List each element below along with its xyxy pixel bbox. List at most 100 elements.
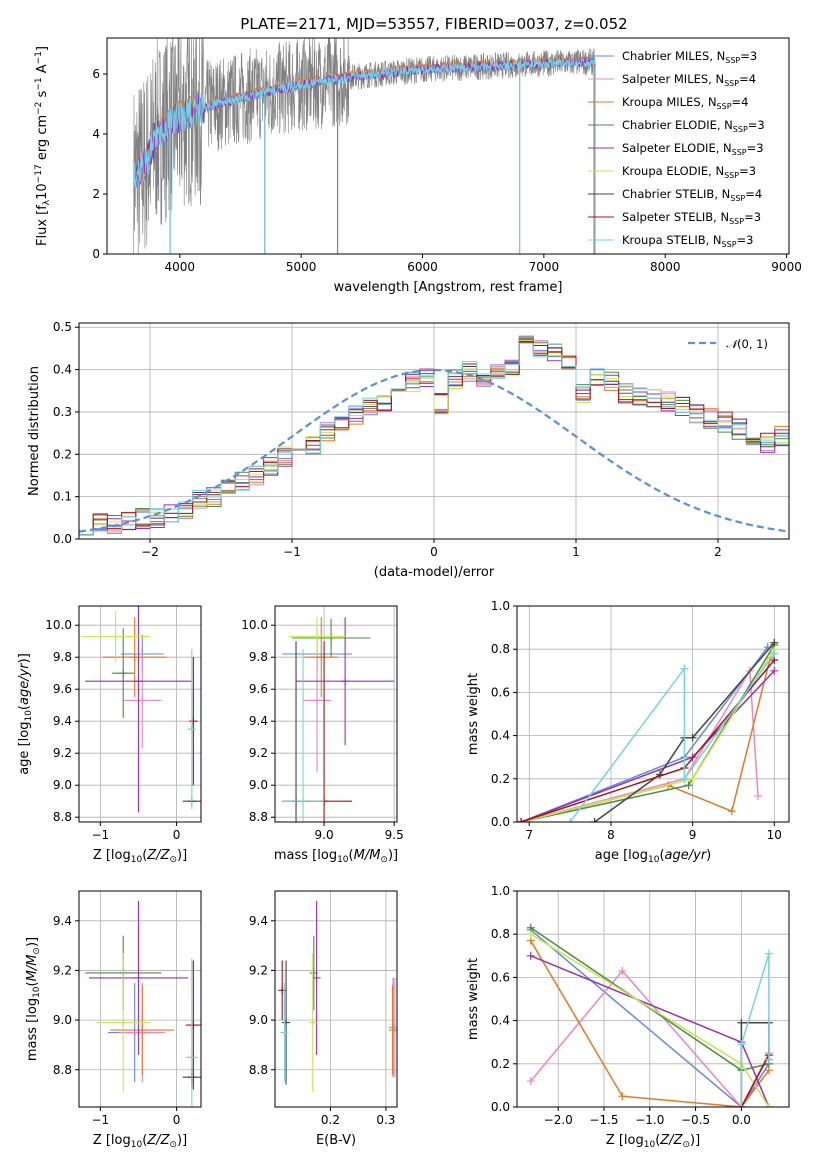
label-part: M/M xyxy=(25,955,40,982)
mass-weight-marker xyxy=(684,781,693,790)
point-marker xyxy=(299,797,308,806)
y-tick-label: 2 xyxy=(92,187,100,201)
errorbar-point xyxy=(282,960,291,1085)
label-part: −17 xyxy=(34,164,44,183)
point-marker xyxy=(308,1018,317,1027)
y-tick-label: 0.6 xyxy=(491,970,510,984)
label-part: ( xyxy=(655,1133,660,1148)
label-part: )] xyxy=(690,1133,700,1148)
label-part: 10 xyxy=(648,855,660,865)
mass-weight-line xyxy=(740,953,770,1107)
legend-nssp: =3 xyxy=(739,164,756,178)
legend-label: Kroupa STELIB, NSSP=3 xyxy=(622,233,753,249)
label-part: mass [log xyxy=(25,998,40,1061)
axes-frame xyxy=(516,605,790,823)
mass-weight-line xyxy=(530,929,770,1107)
y-tick-label: 9.4 xyxy=(53,714,72,728)
x-tick-label: −1.5 xyxy=(589,1113,618,1127)
y-tick-label: 9.2 xyxy=(53,746,72,760)
point-marker xyxy=(327,634,336,642)
errorbar-point xyxy=(308,953,317,1093)
mass-weight-marker xyxy=(688,733,697,742)
errorbar-point xyxy=(81,610,150,662)
legend-subscript: SSP xyxy=(729,217,744,226)
errorbar-point xyxy=(123,652,162,749)
errorbar-point xyxy=(278,960,287,1021)
label-part: age [log xyxy=(17,722,32,775)
x-axis-label: E(B-V) xyxy=(316,1133,356,1148)
y-tick-label: 0.6 xyxy=(491,685,510,699)
panel-age_vs_mass: 9.0 9.5 8.8 9.0 9.2 9.4 9.6 9.8 10.0 mass [log10(… xyxy=(241,605,404,865)
panel-residuals: −2 −1 0 1 2 0.0 0.1 0.2 0.3 0.4 0.5 (data-model)/er… xyxy=(27,320,790,580)
mass-weight-marker xyxy=(526,930,535,939)
legend-label: Chabrier STELIB, NSSP=4 xyxy=(622,187,762,203)
errorbar-point xyxy=(390,977,397,1078)
label-part: −1 xyxy=(34,51,44,64)
mass-weight-line xyxy=(520,668,759,822)
label-part: 10 xyxy=(337,855,349,865)
y-tick-label: 10.0 xyxy=(45,618,72,632)
x-tick-label: 4000 xyxy=(165,260,196,274)
y-tick-label: 1.0 xyxy=(491,884,510,898)
x-tick-label: 9000 xyxy=(771,260,802,274)
legend-model-name: Kroupa ELODIE, N xyxy=(622,164,724,178)
plot-area-mass_vs_ebv xyxy=(275,891,397,1107)
x-tick-label: 9.0 xyxy=(315,828,334,842)
mass-weight-line xyxy=(520,646,769,822)
x-tick-label: 0 xyxy=(173,1113,181,1127)
label-part: ⊙ xyxy=(682,1140,690,1150)
y-tick-label: 0.8 xyxy=(491,927,510,941)
x-tick-label: −2.0 xyxy=(544,1113,573,1127)
errorbar-point xyxy=(304,617,339,698)
label-part: A xyxy=(35,64,50,77)
y-tick-label: 8.8 xyxy=(53,810,72,824)
legend-subscript: SSP xyxy=(732,148,747,157)
y-tick-label: 0.0 xyxy=(491,815,510,829)
y-tick-label: 9.0 xyxy=(249,778,268,792)
point-marker xyxy=(111,632,120,641)
label-part: ( xyxy=(349,848,354,863)
label-part: Z/Z xyxy=(659,1133,683,1148)
y-axis-label: Normed distribution xyxy=(27,366,42,496)
legend-nssp: =4 xyxy=(739,72,756,86)
axes-frame xyxy=(78,890,202,1108)
y-tick-label: 0 xyxy=(92,247,100,261)
y-axis-label: Flux [fλ10−17 erg cm−2 s−1 A−1] xyxy=(34,46,52,246)
label-part: E(B-V) xyxy=(316,1133,356,1148)
mass-weight-marker xyxy=(680,664,689,673)
label-part: )] xyxy=(177,1133,187,1148)
y-tick-label: 8.8 xyxy=(53,1063,72,1077)
x-tick-label: 0 xyxy=(430,545,438,559)
errorbar-point xyxy=(289,617,346,656)
label-part: 10 xyxy=(32,986,42,998)
label-part: ⊙ xyxy=(380,855,388,865)
axes-frame xyxy=(274,890,398,1108)
errorbar-point xyxy=(102,617,167,698)
mass-weight-line xyxy=(740,1054,770,1107)
mass-weight-marker xyxy=(770,649,779,658)
label-part: Z/Z xyxy=(146,848,170,863)
point-marker xyxy=(134,973,143,982)
y-tick-label: 9.6 xyxy=(249,682,268,696)
label-part: 10 xyxy=(24,710,34,722)
legend-model-name: Kroupa MILES, N xyxy=(622,95,717,109)
label-part: Z/Z xyxy=(146,1133,170,1148)
y-tick-label: 9.2 xyxy=(249,963,268,977)
y-tick-label: 9.6 xyxy=(53,682,72,696)
mass-weight-marker xyxy=(566,818,575,822)
label-part: ] xyxy=(35,46,50,51)
label-part: λ xyxy=(42,199,52,205)
legend-label: Kroupa ELODIE, NSSP=3 xyxy=(622,164,756,180)
label-part: )] xyxy=(177,848,187,863)
y-tick-label: 8.8 xyxy=(249,810,268,824)
mass-weight-marker xyxy=(688,774,697,783)
legend-label: Salpeter ELODIE, NSSP=3 xyxy=(622,141,764,157)
label-part: Normed distribution xyxy=(27,366,42,496)
legend-subscript: SSP xyxy=(733,125,748,134)
x-tick-label: 7 xyxy=(525,828,533,842)
x-tick-label: −1 xyxy=(91,828,109,842)
label-part: )] xyxy=(17,653,32,663)
y-tick-label: 0.0 xyxy=(53,532,72,546)
x-tick-label: 9.5 xyxy=(385,828,404,842)
